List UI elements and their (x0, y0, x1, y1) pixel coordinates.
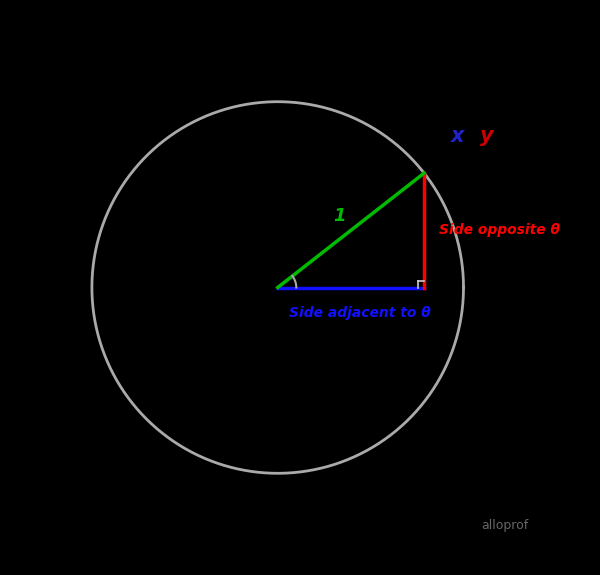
Text: x: x (451, 126, 464, 146)
Text: alloprof: alloprof (481, 519, 528, 532)
Text: 1: 1 (333, 206, 346, 225)
Text: Side opposite θ: Side opposite θ (439, 223, 560, 237)
Text: Side adjacent to θ: Side adjacent to θ (289, 306, 431, 320)
Text: y: y (481, 126, 494, 146)
